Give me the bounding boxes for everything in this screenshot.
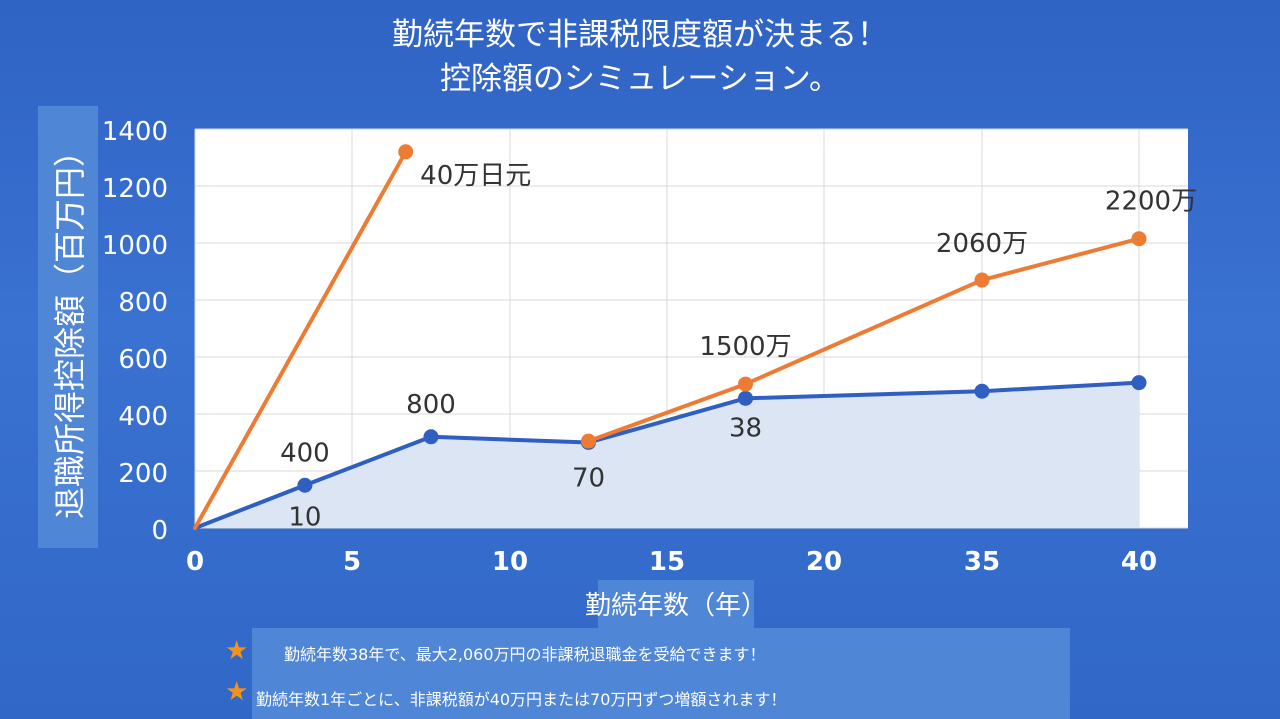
note-max-deduction: 勤続年数38年で、最大2,060万円の非課税退職金を受給できます！: [284, 645, 766, 664]
series-area: [195, 382, 1139, 528]
data-point-blue: [1131, 375, 1147, 391]
data-point-blue: [738, 390, 753, 406]
x-tick-label: 15: [649, 547, 685, 577]
data-label: 1500万: [699, 332, 791, 362]
y-tick-label: 1000: [102, 231, 168, 261]
data-point-orange: [974, 272, 990, 288]
data-label: 2200万: [1105, 187, 1197, 217]
y-tick-label: 200: [118, 459, 168, 489]
annotation-label: 800: [406, 390, 456, 420]
data-label: 70: [572, 464, 605, 494]
x-tick-label: 5: [343, 547, 361, 577]
data-label: 40万日元: [420, 161, 531, 191]
x-axis-label: 勤続年数（年）: [584, 591, 767, 621]
annotation-label: 400: [280, 438, 330, 468]
y-tick-label: 1200: [102, 174, 168, 204]
x-tick-label: 20: [806, 547, 842, 577]
data-label: 2060万: [936, 229, 1028, 259]
x-tick-label: 10: [492, 547, 528, 577]
y-tick-label: 0: [151, 516, 168, 546]
x-tick-label: 0: [186, 547, 204, 577]
notes-background: [252, 628, 1070, 719]
series-line-orange: [193, 149, 408, 530]
x-tick-label: 35: [964, 547, 1000, 577]
data-point-blue: [974, 383, 990, 399]
data-point-blue: [297, 477, 313, 493]
data-label: 38: [729, 413, 762, 443]
data-point-orange: [738, 376, 753, 392]
data-point-orange: [398, 144, 414, 160]
series-line-orange: [586, 236, 1141, 444]
chart-title-line-2: 控除額のシミュレーション。: [440, 61, 840, 97]
y-tick-label: 600: [118, 345, 168, 375]
chart-title-line-1: 勤続年数で非課税限度額が決まる！: [392, 17, 888, 53]
data-label: 10: [288, 502, 321, 532]
star-icon: ★: [225, 677, 249, 707]
note-increment: 勤続年数1年ごとに、非課税額が40万円または70万円ずつ増額されます！: [256, 690, 787, 709]
y-tick-label: 400: [118, 402, 168, 432]
y-tick-label: 800: [118, 288, 168, 318]
y-tick-label: 1400: [102, 117, 168, 147]
data-point-blue: [423, 429, 439, 445]
data-point-orange: [1131, 231, 1147, 247]
y-axis-label-background: [38, 106, 98, 548]
x-tick-label: 40: [1121, 547, 1157, 577]
x-axis-label-background: [598, 580, 754, 628]
data-point-orange: [581, 433, 596, 449]
star-icon: ★: [225, 636, 249, 666]
